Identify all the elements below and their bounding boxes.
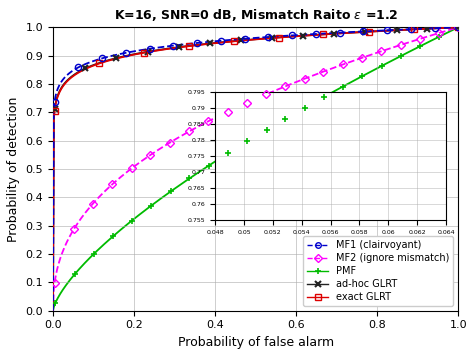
Title: K=16, SNR=0 dB, Mismatch Raito $\epsilon$ =1.2: K=16, SNR=0 dB, Mismatch Raito $\epsilon… <box>114 7 398 23</box>
Y-axis label: Probability of detection: Probability of detection <box>7 96 20 242</box>
Legend: MF1 (clairvoyant), MF2 (ignore mismatch), PMF, ad-hoc GLRT, exact GLRT: MF1 (clairvoyant), MF2 (ignore mismatch)… <box>303 236 454 306</box>
X-axis label: Probability of false alarm: Probability of false alarm <box>178 336 334 349</box>
